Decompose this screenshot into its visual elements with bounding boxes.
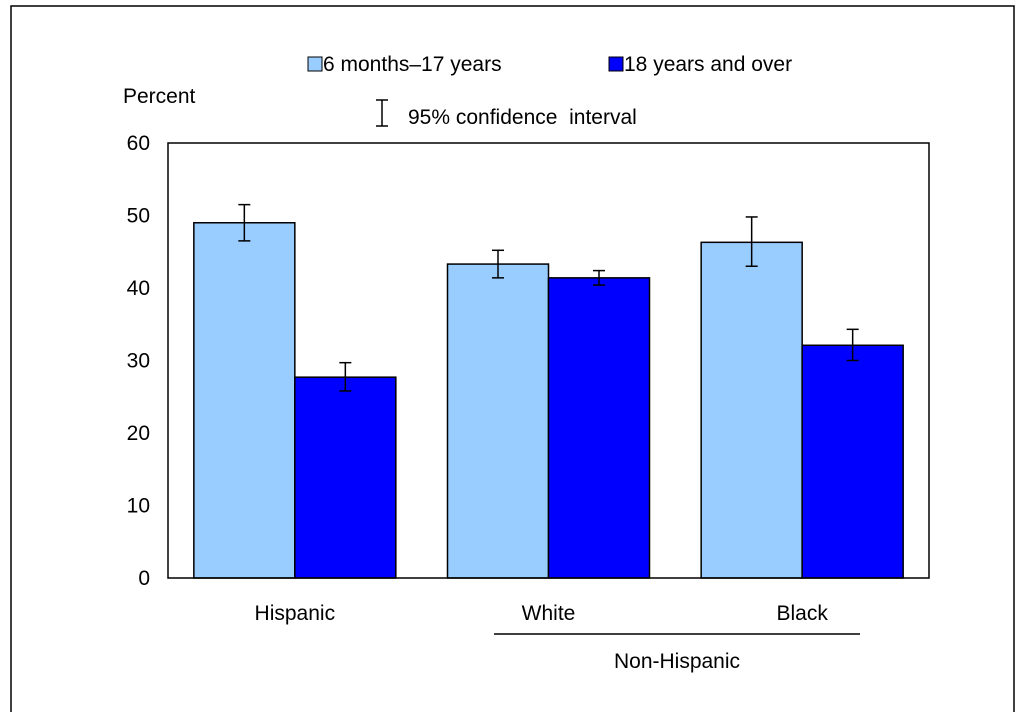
- y-axis-title: Percent: [123, 85, 196, 108]
- error-bar: [492, 249, 504, 279]
- bar-series-1: [700, 241, 803, 579]
- legend-ci-icon: [376, 99, 388, 127]
- error-bars: [238, 203, 859, 392]
- bars: [193, 222, 904, 579]
- bar-series-2: [294, 376, 397, 579]
- x-axis-tick-labels: Hispanic White Black: [255, 602, 829, 625]
- bar-series-1: [193, 222, 296, 579]
- x-tick-label: White: [522, 602, 576, 625]
- plot-area: [167, 142, 930, 579]
- legend-swatch-series-1: [307, 56, 323, 72]
- bar-series-1: [446, 263, 550, 579]
- x-tick-label: Black: [776, 602, 828, 625]
- legend-label-series-2: 18 years and over: [624, 53, 792, 76]
- error-bar: [745, 216, 758, 267]
- y-tick-label: 0: [138, 567, 150, 590]
- error-bar: [846, 328, 859, 362]
- y-tick-label: 20: [127, 422, 150, 445]
- group-label: Non-Hispanic: [614, 650, 740, 673]
- y-tick-label: 50: [127, 205, 150, 228]
- y-tick-label: 10: [127, 495, 150, 518]
- legend: 6 months–17 years 18 years and over 95% …: [307, 53, 792, 129]
- legend-swatch-series-2: [608, 56, 624, 72]
- y-axis-tick-labels: 0 10 20 30 40 50 60: [127, 132, 150, 590]
- x-tick-label: Hispanic: [255, 602, 336, 625]
- error-bar: [339, 361, 352, 392]
- bar-series-2: [547, 277, 651, 579]
- legend-label-series-1: 6 months–17 years: [323, 53, 502, 76]
- error-bar: [593, 269, 605, 286]
- y-tick-label: 40: [127, 277, 150, 300]
- legend-label-ci: 95% confidence interval: [408, 106, 637, 129]
- bar-series-2: [801, 344, 904, 579]
- error-bar: [238, 203, 251, 242]
- y-tick-label: 30: [127, 350, 150, 373]
- y-tick-label: 60: [127, 132, 150, 155]
- figure-frame: [10, 5, 1015, 717]
